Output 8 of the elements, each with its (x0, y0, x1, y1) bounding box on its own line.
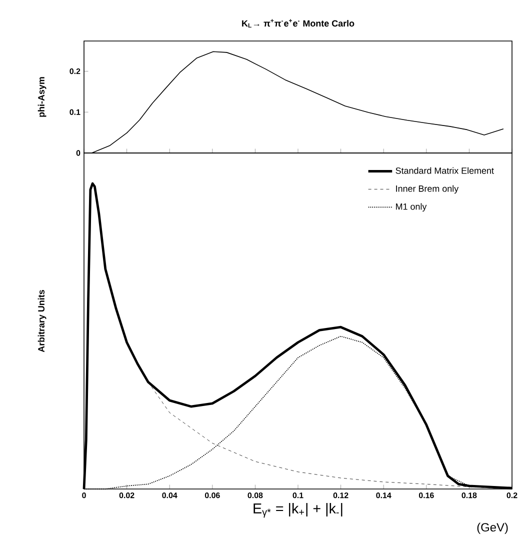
y-axis-title: phi-Asym (38, 77, 46, 117)
y-axis-title: Arbitrary Units (38, 290, 46, 352)
x-axis-title: E$_{γ*}$ = |k$_{+}$| + |k$_{-}$| (254, 503, 342, 518)
legend-label: Inner Brem only (396, 185, 459, 194)
chart-title: K$_{L}$→ π$^{+}$π$^{-}$e$^{+}$e$^{-}$ Monte Carlo (242, 19, 354, 28)
legend-label: Standard Matrix Element (396, 167, 494, 174)
text: (GeV) (477, 522, 508, 534)
legend-label: M1 only (396, 203, 427, 212)
